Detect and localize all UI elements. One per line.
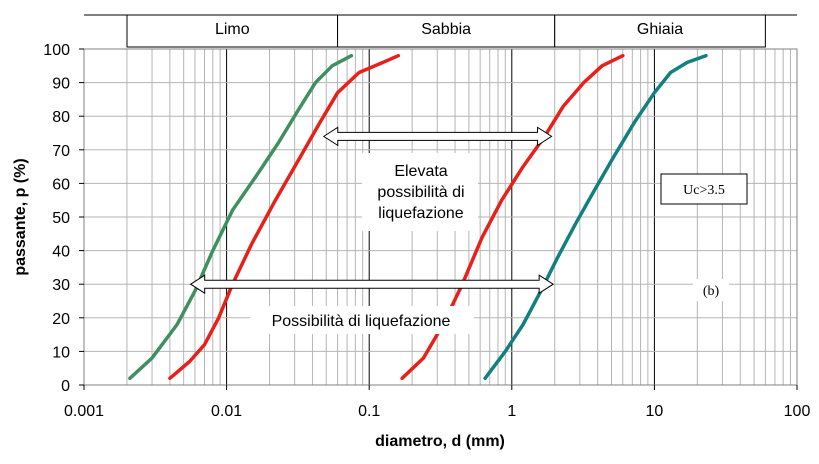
elevata-range-arrow	[322, 126, 553, 147]
y-tick-label: 30	[52, 277, 70, 294]
soil-zone-bands: Limo Sabbia Ghiaia	[126, 14, 766, 48]
y-tick-label: 20	[52, 311, 70, 328]
series-group	[128, 53, 708, 381]
y-tick-label: 80	[52, 109, 70, 126]
panel-label-b: (b)	[703, 284, 720, 299]
curve-1	[128, 53, 354, 381]
annotations: Elevata possibilità di liquefazione Possibi…	[189, 126, 748, 334]
elevata-text-line: Elevata	[394, 163, 447, 180]
y-tick-label: 70	[52, 143, 70, 160]
uc-box	[660, 173, 748, 205]
y-tick-label: 90	[52, 76, 70, 93]
elevata-text: Elevata possibilità di liquefazione	[377, 163, 464, 222]
b-label-bg	[693, 279, 729, 301]
zone-label-ghiaia: Ghiaia	[637, 21, 683, 38]
zone-label-sabbia: Sabbia	[421, 21, 471, 38]
x-tick-label: 0.1	[358, 403, 380, 420]
y-tick-label: 0	[61, 378, 70, 395]
curve-4	[483, 53, 708, 381]
elevata-text-line: possibilità di	[377, 184, 464, 201]
x-tick-label: 100	[784, 403, 811, 420]
possibilita-range-arrow	[189, 274, 555, 295]
elevata-text-line: liquefazione	[378, 205, 464, 222]
y-tick-label: 10	[52, 344, 70, 361]
y-tick-label: 60	[52, 176, 70, 193]
y-tick-label: 50	[52, 210, 70, 227]
y-tick-label: 40	[52, 244, 70, 261]
zone-label-limo: Limo	[215, 21, 250, 38]
x-axis-title: diametro, d (mm)	[375, 433, 505, 450]
x-tick-label: 0.01	[211, 403, 242, 420]
y-tick-label: 100	[43, 42, 70, 59]
ticks: 0.001 0.01 0.1 1 10 100 0 10 20 30 40 50 60 70 80 90 100	[43, 42, 810, 420]
possibilita-text: Possibilità di liquefazione	[272, 313, 451, 330]
zone-box-sabbia	[337, 14, 556, 48]
curve-2	[168, 53, 401, 381]
zone-box-limo	[126, 14, 339, 48]
x-tick-label: 1	[507, 403, 516, 420]
x-tick-label: 10	[646, 403, 664, 420]
y-axis-title: passante, p (%)	[12, 158, 29, 275]
zone-box-ghiaia	[554, 14, 766, 48]
possibilita-text-bg	[250, 306, 474, 334]
uc-label: Uc>3.5	[683, 183, 725, 198]
x-tick-label: 0.001	[64, 403, 104, 420]
elevata-text-bg	[362, 153, 478, 231]
